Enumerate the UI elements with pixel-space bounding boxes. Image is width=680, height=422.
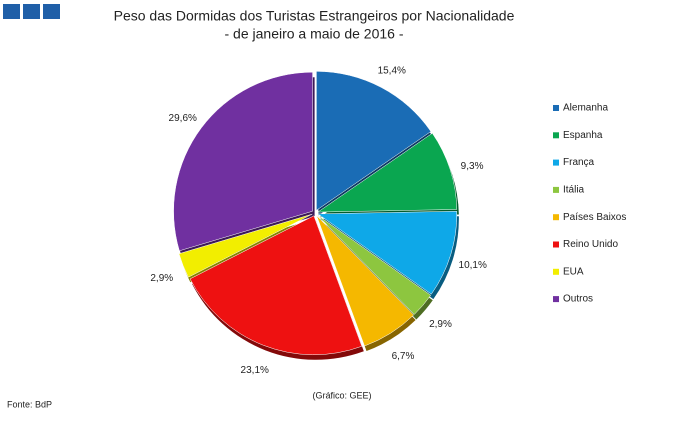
slice bbox=[317, 211, 458, 295]
legend-swatch bbox=[553, 241, 559, 248]
legend-swatch bbox=[553, 105, 559, 111]
slice bbox=[316, 71, 432, 211]
legend-label: Espanha bbox=[563, 130, 603, 141]
logo bbox=[3, 4, 60, 19]
data-label: 10,1% bbox=[459, 260, 487, 271]
slice bbox=[173, 71, 313, 252]
legend-swatch bbox=[553, 268, 559, 275]
legend-swatch bbox=[553, 159, 559, 166]
legend-swatch bbox=[553, 214, 559, 221]
legend-label: Países Baixos bbox=[563, 212, 626, 223]
legend-swatch bbox=[553, 132, 559, 139]
legend-label: França bbox=[563, 157, 595, 168]
data-label: 23,1% bbox=[241, 365, 269, 376]
legend-swatch bbox=[553, 296, 559, 303]
legend-label: EUA bbox=[563, 266, 584, 277]
data-label: 2,9% bbox=[429, 319, 452, 330]
legend-swatch bbox=[553, 186, 559, 193]
legend-label: Itália bbox=[563, 185, 585, 196]
chart-subtitle: - de janeiro a maio de 2016 - bbox=[225, 26, 404, 42]
data-label: 9,3% bbox=[461, 161, 484, 172]
legend-label: Reino Unido bbox=[563, 239, 618, 250]
data-label: 29,6% bbox=[169, 113, 197, 124]
slice bbox=[178, 213, 313, 278]
data-label: 6,7% bbox=[392, 351, 415, 362]
chart-title: Peso das Dormidas dos Turistas Estrangei… bbox=[114, 8, 515, 24]
slice bbox=[317, 132, 458, 213]
data-label: 2,9% bbox=[150, 273, 173, 284]
logo-square bbox=[23, 4, 40, 19]
slice bbox=[316, 215, 414, 347]
credit: (Gráfico: GEE) bbox=[312, 390, 371, 400]
data-label: 15,4% bbox=[378, 66, 406, 77]
source: Fonte: BdP bbox=[7, 399, 52, 409]
logo-square bbox=[3, 4, 20, 19]
logo-square bbox=[43, 4, 60, 19]
slice bbox=[317, 214, 432, 315]
legend-label: Alemanha bbox=[563, 103, 608, 114]
slice bbox=[189, 215, 363, 356]
legend-label: Outros bbox=[563, 294, 593, 305]
